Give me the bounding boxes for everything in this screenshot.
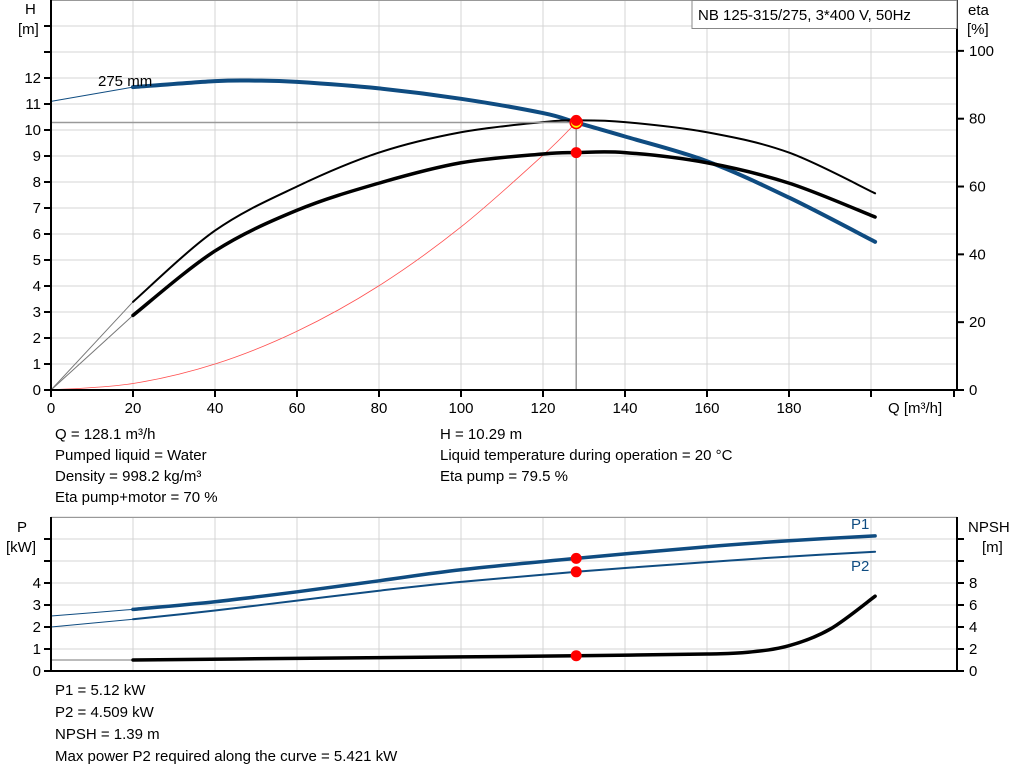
top-right-tick-label: 20	[969, 314, 986, 331]
eta-pump-curve	[132, 119, 877, 303]
bottom-right-tick-label: 6	[969, 597, 977, 614]
info-liquid: Pumped liquid = Water	[55, 447, 207, 464]
info-temperature: Liquid temperature during operation = 20…	[440, 447, 733, 464]
p1-series-label: P1	[851, 516, 869, 533]
h-axis-unit: [m]	[18, 21, 39, 38]
x-tick-label: 20	[125, 400, 142, 417]
top-left-tick-label: 8	[33, 174, 41, 191]
q-axis-label: Q [m³/h]	[888, 400, 942, 417]
eta-pump-motor-duty-marker	[570, 147, 582, 159]
x-tick-label: 140	[612, 400, 637, 417]
info-eta-pump-motor: Eta pump+motor = 70 %	[55, 489, 218, 506]
p1-curve	[131, 534, 877, 612]
bottom-left-tick-label: 4	[33, 575, 41, 592]
top-right-tick-label: 100	[969, 43, 994, 60]
info-eta-pump: Eta pump = 79.5 %	[440, 468, 568, 485]
eta-pump-motor-curve	[131, 150, 877, 318]
p-axis-unit: [kW]	[6, 539, 36, 556]
top-left-tick-label: 12	[24, 70, 41, 87]
info-density: Density = 998.2 kg/m³	[55, 468, 202, 485]
top-left-tick-label: 3	[33, 304, 41, 321]
p2-series-label: P2	[851, 558, 869, 575]
head-curve-extrapolated	[50, 86, 134, 102]
info-p2: P2 = 4.509 kW	[55, 704, 154, 721]
top-left-tick-label: 7	[33, 200, 41, 217]
npsh-curve	[131, 594, 877, 662]
x-tick-label: 120	[530, 400, 555, 417]
x-tick-label: 180	[776, 400, 801, 417]
title-box	[691, 0, 958, 29]
top-left-tick-label: 4	[33, 278, 41, 295]
x-tick-label: 0	[47, 400, 55, 417]
p2-curve	[132, 550, 877, 621]
top-left-tick-label: 6	[33, 226, 41, 243]
top-left-tick-label: 5	[33, 252, 41, 269]
info-max-p2: Max power P2 required along the curve = …	[55, 748, 398, 765]
top-left-tick-label: 10	[24, 122, 41, 139]
p2-curve-extrapolated	[50, 618, 134, 628]
eta-pump-motor-curve-extrapolated	[50, 315, 134, 391]
top-left-tick-label: 9	[33, 148, 41, 165]
x-tick-label: 160	[694, 400, 719, 417]
bottom-right-tick-label: 4	[969, 619, 977, 636]
p-axis-name: P	[17, 519, 27, 536]
x-tick-label: 80	[371, 400, 388, 417]
npsh-duty-marker	[570, 650, 582, 662]
top-left-tick-label: 11	[25, 96, 41, 113]
bottom-right-tick-label: 2	[969, 641, 977, 658]
info-q: Q = 128.1 m³/h	[55, 426, 156, 443]
npsh-axis-unit: [m]	[982, 539, 1003, 556]
x-tick-label: 60	[289, 400, 306, 417]
eta-axis-name: eta	[968, 2, 990, 19]
eta-axis-unit: [%]	[967, 21, 989, 38]
top-right-tick-label: 0	[969, 382, 977, 399]
top-left-tick-label: 2	[33, 330, 41, 347]
p1-curve-extrapolated	[50, 608, 134, 617]
top-right-tick-label: 80	[969, 111, 986, 128]
p1-duty-marker	[570, 552, 582, 564]
chart-title: NB 125-315/275, 3*400 V, 50Hz	[698, 7, 911, 24]
eta-pump-duty-marker	[570, 114, 582, 126]
x-tick-label: 40	[207, 400, 224, 417]
info-p1: P1 = 5.12 kW	[55, 682, 146, 699]
bottom-left-tick-label: 2	[33, 619, 41, 636]
eta-pump-curve-extrapolated	[50, 301, 134, 391]
bottom-left-tick-label: 3	[33, 597, 41, 614]
curve-label: 275 mm	[98, 73, 152, 90]
top-right-tick-label: 40	[969, 246, 986, 263]
p2-duty-marker	[570, 566, 582, 578]
top-right-tick-label: 60	[969, 179, 986, 196]
info-top-right: H = 10.29 m Liquid temperature during op…	[440, 424, 732, 487]
h-axis-name: H	[25, 1, 36, 18]
system-curve	[50, 122, 577, 391]
x-tick-label: 100	[448, 400, 473, 417]
bottom-left-tick-label: 1	[33, 641, 41, 658]
head-curve	[131, 78, 878, 244]
info-h: H = 10.29 m	[440, 426, 523, 443]
top-left-tick-label: 0	[33, 382, 41, 399]
info-top-left: Q = 128.1 m³/h Pumped liquid = Water Den…	[55, 424, 218, 508]
npsh-axis-name: NPSH	[968, 519, 1010, 536]
top-left-tick-label: 1	[33, 356, 41, 373]
info-bottom: P1 = 5.12 kW P2 = 4.509 kW NPSH = 1.39 m…	[55, 680, 397, 768]
bottom-right-tick-label: 8	[969, 575, 977, 592]
bottom-left-tick-label: 0	[33, 663, 41, 680]
bottom-right-tick-label: 0	[969, 663, 977, 680]
info-npsh: NPSH = 1.39 m	[55, 726, 160, 743]
